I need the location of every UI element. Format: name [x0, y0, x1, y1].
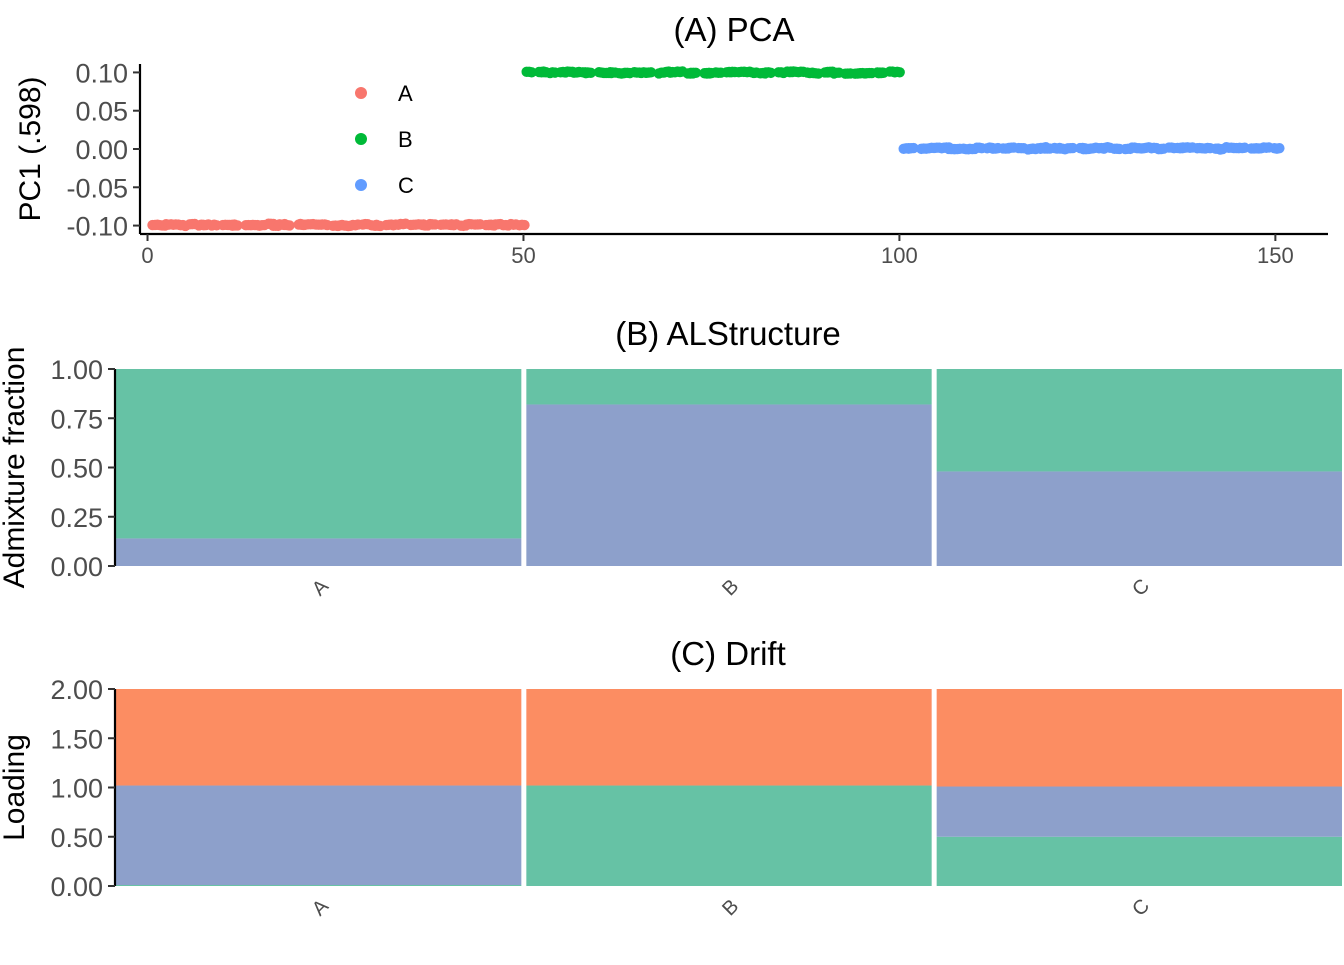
alstructure-y-label: Admixture fraction	[0, 347, 31, 589]
drift-bar-A-seg1	[116, 885, 522, 886]
drift-y-tick-label: 0.00	[50, 872, 103, 902]
drift-bar-C-seg3	[936, 689, 1342, 787]
alstructure-x-tick-label: C	[1128, 575, 1154, 601]
alstructure-bar-B-seg1	[526, 404, 932, 566]
pca-x-tick-label: 100	[881, 243, 918, 268]
pca-y-tick-label: 0.05	[75, 97, 128, 127]
pca-y-tick-label: 0.10	[75, 58, 128, 88]
pca-point-C	[1274, 142, 1285, 154]
drift-y-tick-label: 0.50	[50, 823, 103, 853]
pca-y-label: PC1 (.598)	[14, 76, 47, 221]
pca-point-A	[284, 220, 295, 231]
pca-point-A	[519, 219, 530, 231]
alstructure-y-tick-label: 0.75	[50, 404, 103, 434]
alstructure-bar-C-seg1	[936, 471, 1342, 566]
drift-title: (C) Drift	[670, 635, 785, 672]
pca-point-B	[645, 67, 657, 78]
pca-x-tick-label: 50	[511, 243, 535, 268]
pca-legend-label-B: B	[398, 127, 413, 152]
pca-point-A	[232, 220, 243, 231]
pca-y-tick-label: -0.10	[66, 212, 128, 242]
pca-point-C	[908, 142, 919, 154]
alstructure-y-tick-label: 0.25	[50, 503, 103, 533]
drift-bar-B-seg3	[526, 689, 932, 786]
drift-bar-A-seg3	[116, 689, 522, 786]
pca-title: (A) PCA	[673, 11, 794, 48]
pca-point-B	[765, 67, 777, 79]
pca-legend-label-C: C	[398, 173, 414, 198]
pca-x-tick-label: 0	[141, 243, 153, 268]
alstructure-y-tick-label: 0.00	[50, 552, 103, 582]
alstructure-bar-A-seg1	[116, 538, 522, 566]
pca-y-tick-label: -0.05	[66, 173, 128, 203]
drift-y-tick-label: 2.00	[50, 675, 103, 705]
drift-x-tick-label: A	[308, 895, 333, 920]
alstructure-bar-A-seg2	[116, 369, 522, 539]
drift-x-tick-label: C	[1128, 895, 1154, 921]
pca-point-B	[690, 67, 702, 79]
pca-y-tick-label: 0.00	[75, 135, 128, 165]
drift-y-label: Loading	[0, 734, 31, 841]
drift-y-tick-label: 1.00	[50, 774, 103, 804]
drift-y-tick-label: 1.50	[50, 724, 103, 754]
drift-bar-C-seg2	[936, 786, 1342, 837]
drift-x-tick-label: B	[718, 895, 743, 920]
pca-legend-label-A: A	[398, 81, 413, 106]
alstructure-y-tick-label: 1.00	[50, 355, 103, 385]
alstructure-title: (B) ALStructure	[615, 315, 841, 352]
pca-series-A	[147, 218, 530, 232]
pca-legend-key-B	[355, 133, 367, 145]
pca-point-B	[526, 67, 537, 78]
drift-bar-A-seg2	[116, 785, 522, 886]
alstructure-bar-B-seg2	[526, 369, 932, 405]
alstructure-bar-C-seg2	[936, 369, 1342, 472]
pca-legend-key-C	[355, 179, 367, 191]
pca-x-tick-label: 150	[1257, 243, 1294, 268]
pca-point-B	[585, 67, 597, 78]
pca-legend-key-A	[355, 87, 367, 99]
drift-bar-B-seg1	[526, 785, 932, 886]
pca-point-C	[1067, 142, 1079, 154]
alstructure-x-tick-label: B	[718, 575, 743, 600]
pca-series-B	[521, 66, 905, 79]
alstructure-y-tick-label: 0.50	[50, 454, 103, 484]
alstructure-x-tick-label: A	[308, 575, 333, 600]
pca-series-C	[898, 141, 1285, 155]
drift-bar-C-seg1	[936, 836, 1342, 886]
pca-point-B	[894, 67, 905, 78]
